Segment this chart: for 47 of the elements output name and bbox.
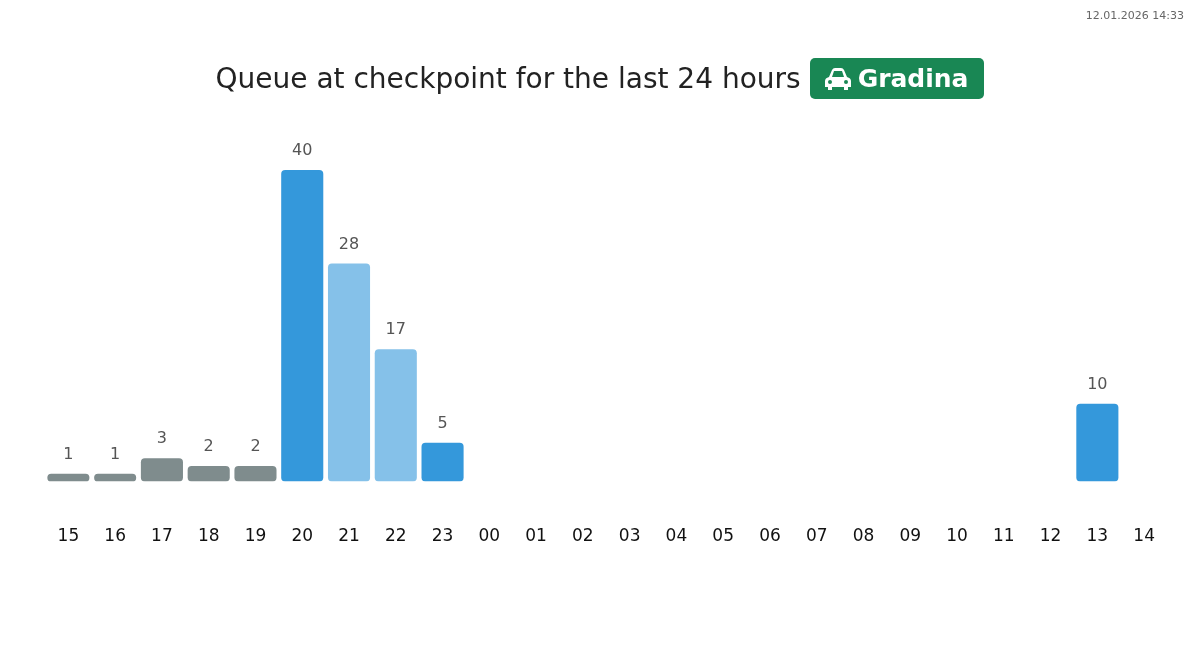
data-label: 5 bbox=[437, 412, 448, 432]
x-tick-label: 04 bbox=[665, 525, 688, 546]
x-tick-label: 07 bbox=[805, 525, 828, 546]
x-tick-label: 21 bbox=[338, 525, 360, 546]
x-tick-label: 05 bbox=[712, 525, 734, 546]
x-tick-label: 14 bbox=[1133, 525, 1155, 546]
chart-title: Queue at checkpoint for the last 24 hours bbox=[215, 62, 801, 95]
data-label: 3 bbox=[156, 428, 168, 448]
x-tick-label: 02 bbox=[572, 525, 594, 546]
bar bbox=[1076, 403, 1119, 482]
x-tick-label: 06 bbox=[759, 525, 781, 546]
chart-subtitle: Gradina bbox=[857, 64, 969, 93]
data-label: 1 bbox=[63, 443, 74, 463]
x-tick-label: 11 bbox=[992, 525, 1015, 546]
text: 12.01.2026 14:33 bbox=[1085, 9, 1184, 22]
bar bbox=[234, 466, 277, 482]
x-tick-label: 08 bbox=[852, 525, 875, 546]
bar bbox=[281, 170, 324, 482]
bar bbox=[421, 442, 464, 482]
x-tick-label: 23 bbox=[431, 525, 454, 546]
x-tick-label: 01 bbox=[525, 525, 547, 546]
x-tick-label: 18 bbox=[197, 525, 220, 546]
data-label: 10 bbox=[1087, 373, 1108, 393]
data-label: 28 bbox=[338, 233, 360, 253]
x-tick-label: 13 bbox=[1086, 525, 1109, 546]
data-label: 1 bbox=[110, 443, 121, 463]
bar bbox=[327, 263, 371, 482]
bar bbox=[187, 466, 230, 482]
data-label: 2 bbox=[250, 436, 261, 456]
x-tick-label: 09 bbox=[899, 525, 922, 546]
bar bbox=[94, 473, 137, 482]
x-tick-label: 00 bbox=[478, 525, 501, 546]
data-label: 2 bbox=[203, 436, 214, 456]
x-tick-label: 17 bbox=[151, 525, 173, 546]
x-tick-label: 22 bbox=[384, 525, 407, 546]
x-tick-label: 15 bbox=[57, 525, 80, 546]
x-tick-label: 03 bbox=[618, 525, 641, 546]
bar bbox=[47, 473, 90, 482]
x-tick-label: 16 bbox=[104, 525, 126, 546]
data-label: 17 bbox=[385, 319, 406, 339]
bar bbox=[140, 458, 183, 482]
x-tick-label: 19 bbox=[244, 525, 267, 546]
x-tick-label: 12 bbox=[1039, 525, 1062, 546]
x-tick-label: 10 bbox=[946, 525, 968, 546]
x-tick-label: 20 bbox=[291, 525, 314, 546]
bar bbox=[374, 349, 417, 482]
data-label: 40 bbox=[292, 140, 313, 160]
